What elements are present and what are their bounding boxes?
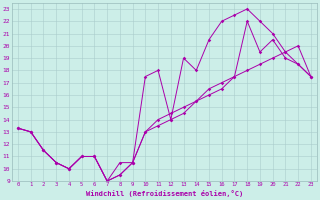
X-axis label: Windchill (Refroidissement éolien,°C): Windchill (Refroidissement éolien,°C) <box>86 190 243 197</box>
